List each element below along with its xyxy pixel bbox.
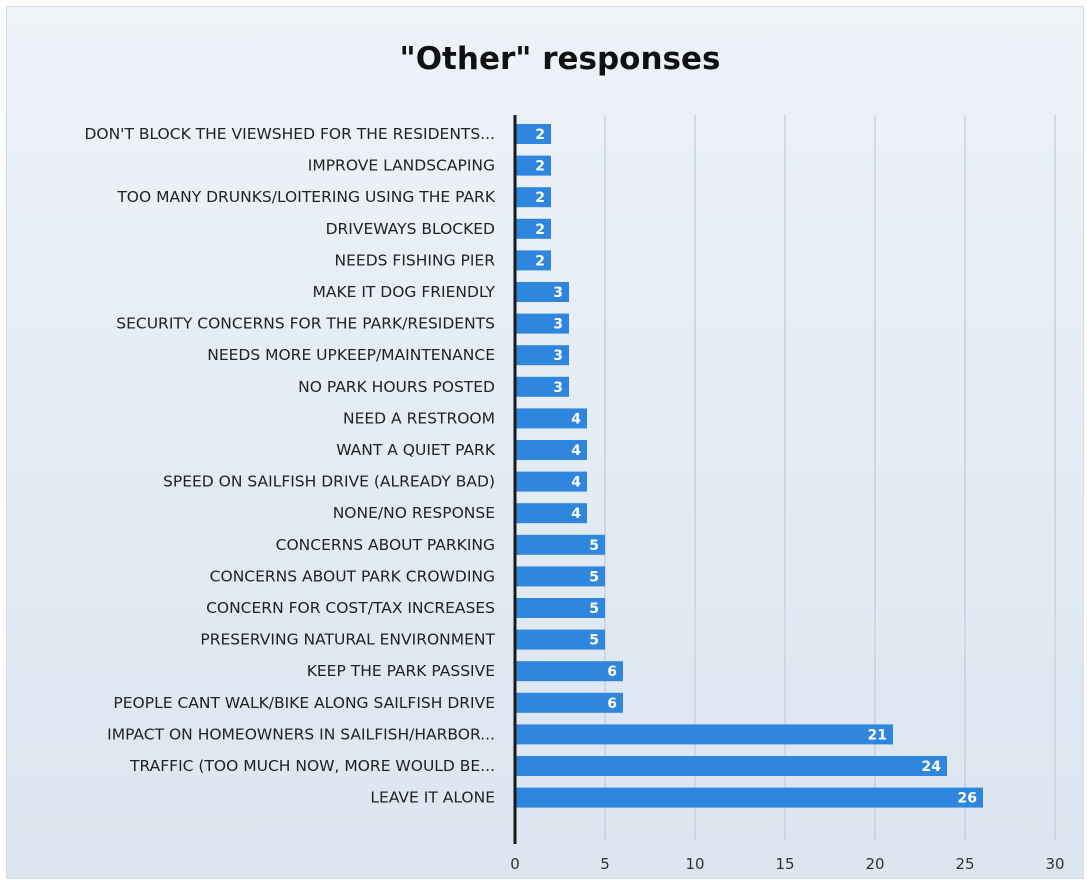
category-label: SPEED ON SAILFISH DRIVE (ALREADY BAD) xyxy=(163,473,495,491)
category-label: IMPROVE LANDSCAPING xyxy=(308,157,495,175)
bar xyxy=(515,408,587,429)
category-label: TRAFFIC (TOO MUCH NOW, MORE WOULD BE... xyxy=(129,757,495,775)
data-label: 3 xyxy=(553,285,563,301)
category-label: LEAVE IT ALONE xyxy=(370,789,495,807)
bar xyxy=(515,155,551,176)
data-label: 4 xyxy=(571,506,581,522)
category-label: WANT A QUIET PARK xyxy=(336,441,496,459)
data-label: 26 xyxy=(958,791,977,807)
chart: "Other" responses 2222233334444555566212… xyxy=(84,41,1064,873)
data-label: 6 xyxy=(607,664,617,680)
data-label: 5 xyxy=(589,538,599,554)
category-label: PRESERVING NATURAL ENVIRONMENT xyxy=(200,631,495,649)
bar xyxy=(515,598,605,618)
data-label: 3 xyxy=(553,348,563,364)
x-tick-label: 10 xyxy=(685,855,704,873)
category-label: NEEDS FISHING PIER xyxy=(335,251,496,269)
bar xyxy=(515,756,947,776)
bar xyxy=(515,471,587,492)
category-label: SECURITY CONCERNS FOR THE PARK/RESIDENTS xyxy=(116,315,495,333)
data-label: 2 xyxy=(535,127,545,143)
data-label: 24 xyxy=(922,759,942,775)
x-tick-label: 5 xyxy=(600,855,610,873)
bar xyxy=(515,534,605,555)
bar xyxy=(515,282,569,302)
gridlines xyxy=(604,115,1056,840)
data-label: 5 xyxy=(589,601,599,617)
category-label: NEED A RESTROOM xyxy=(343,409,495,427)
category-label: MAKE IT DOG FRIENDLY xyxy=(312,283,495,301)
data-label: 3 xyxy=(553,317,563,333)
bar xyxy=(515,566,605,587)
bar xyxy=(515,313,569,334)
category-label: CONCERNS ABOUT PARK CROWDING xyxy=(210,567,495,585)
bar xyxy=(515,218,551,239)
bar xyxy=(515,692,623,713)
bar xyxy=(515,503,587,524)
chart-title: "Other" responses xyxy=(400,41,721,77)
bar xyxy=(515,661,623,682)
data-label: 6 xyxy=(607,696,617,712)
category-label: TOO MANY DRUNKS/LOITERING USING THE PARK xyxy=(116,188,495,206)
chart-frame: "Other" responses 2 2 2 2 2 3 3 3 3 4 4 4 4 5 5 5 5 6 6 21 2… xyxy=(6,6,1084,879)
category-label: DRIVEWAYS BLOCKED xyxy=(326,220,495,238)
category-label: NONE/NO RESPONSE xyxy=(333,504,495,522)
x-tick-label: 0 xyxy=(510,855,520,873)
bar xyxy=(515,724,893,745)
x-tick-label: 25 xyxy=(955,855,974,873)
bar xyxy=(515,187,551,208)
bar xyxy=(515,124,551,144)
data-label: 4 xyxy=(571,443,581,459)
category-label: IMPACT ON HOMEOWNERS IN SAILFISH/HARBOR.… xyxy=(107,725,495,743)
bar xyxy=(515,376,569,397)
category-label: CONCERNS ABOUT PARKING xyxy=(276,536,495,554)
bar xyxy=(515,629,605,650)
category-label: PEOPLE CANT WALK/BIKE ALONG SAILFISH DRI… xyxy=(113,694,495,712)
bar xyxy=(515,345,569,366)
data-label: 4 xyxy=(571,475,581,491)
x-tick-label: 30 xyxy=(1045,855,1064,873)
category-label: NO PARK HOURS POSTED xyxy=(298,378,495,396)
data-label: 2 xyxy=(535,222,545,238)
data-label: 4 xyxy=(571,411,581,427)
category-label: CONCERN FOR COST/TAX INCREASES xyxy=(206,599,495,617)
category-label: KEEP THE PARK PASSIVE xyxy=(307,662,495,680)
category-labels: DON'T BLOCK THE VIEWSHED FOR THE RESIDEN… xyxy=(84,125,495,807)
bar xyxy=(515,440,587,460)
data-label: 2 xyxy=(535,159,545,175)
x-axis-ticks: 0 5 10 15 20 25 30 xyxy=(510,855,1064,873)
bar xyxy=(515,250,551,271)
x-tick-label: 20 xyxy=(865,855,884,873)
data-label: 21 xyxy=(868,727,887,743)
bar xyxy=(515,787,983,808)
category-label: NEEDS MORE UPKEEP/MAINTENANCE xyxy=(207,346,495,364)
category-label: DON'T BLOCK THE VIEWSHED FOR THE RESIDEN… xyxy=(84,125,495,143)
data-label: 5 xyxy=(589,569,599,585)
data-label: 2 xyxy=(535,253,545,269)
data-label: 3 xyxy=(553,380,563,396)
data-label: 5 xyxy=(589,633,599,649)
data-label: 2 xyxy=(535,190,545,206)
x-tick-label: 15 xyxy=(775,855,794,873)
